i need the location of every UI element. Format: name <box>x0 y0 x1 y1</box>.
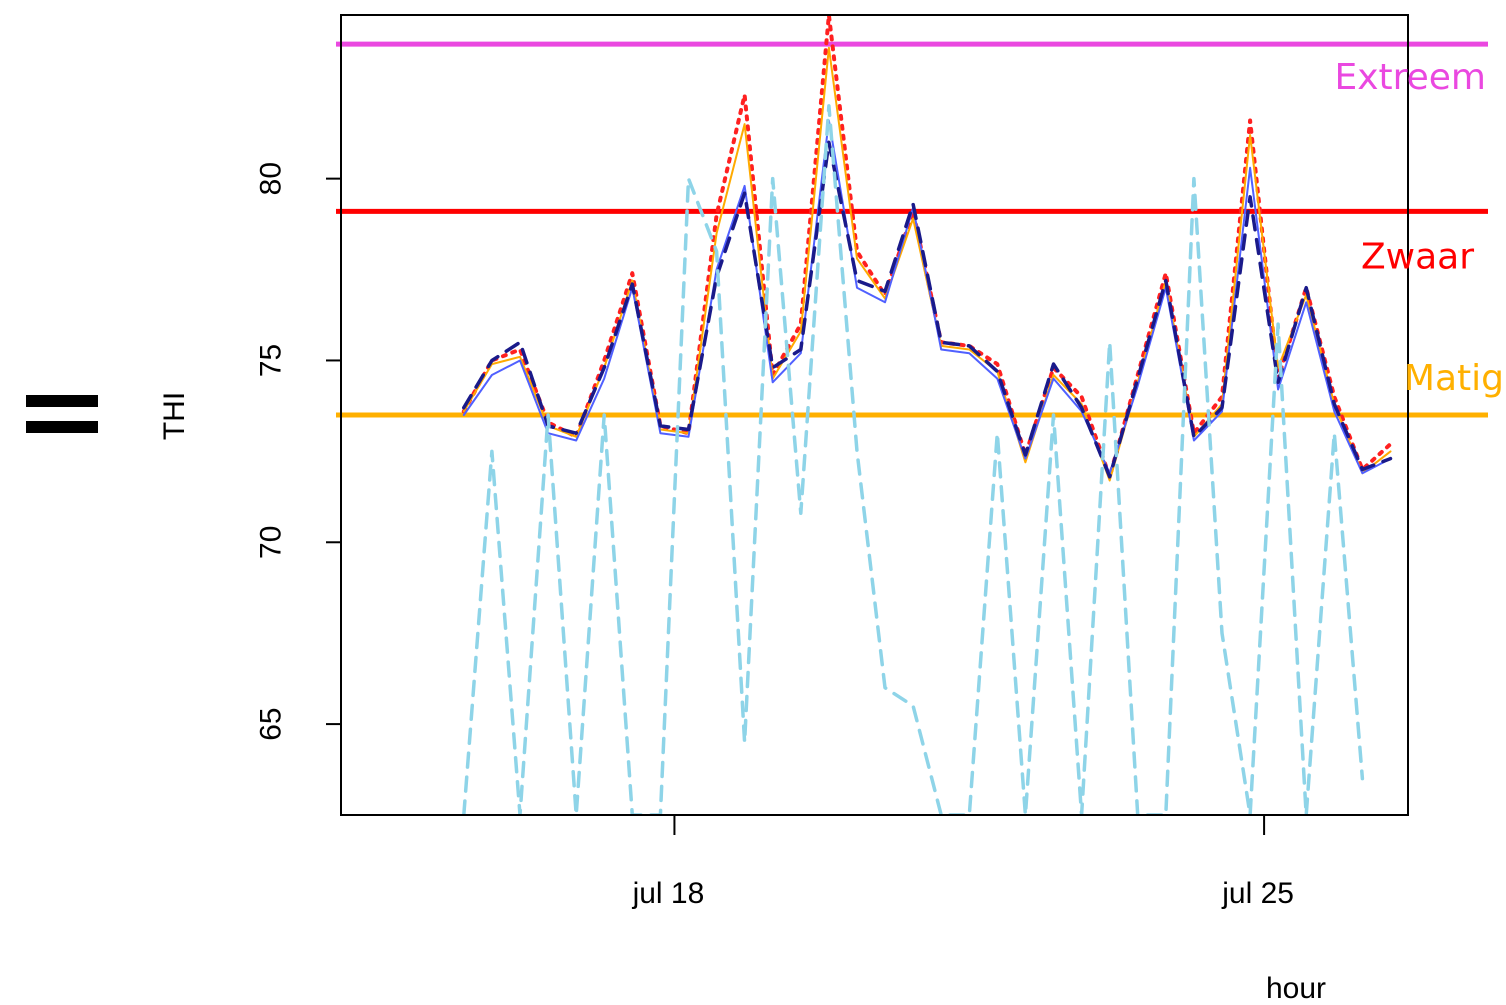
x-tick-label-1: jul 18 <box>632 877 705 910</box>
series-line-5 <box>462 104 1365 815</box>
x-axis-title: hour <box>1266 972 1326 1005</box>
threshold-label-zwaar: Zwaar <box>1361 236 1474 277</box>
y-axis-title: THI <box>158 392 191 440</box>
series-line-4 <box>462 140 1393 479</box>
y-tick-label-75: 75 <box>255 344 288 377</box>
y-tick-label-65: 65 <box>255 707 288 740</box>
series-lines <box>461 15 1393 815</box>
x-tick-label-2: jul 25 <box>1221 877 1294 910</box>
threshold-label-extreem: Extreem <box>1334 57 1486 98</box>
equals-sign <box>26 395 98 435</box>
y-tick-label-70: 70 <box>255 526 288 559</box>
plot-frame <box>340 14 1409 816</box>
threshold-label-matig: Matig <box>1404 358 1504 399</box>
axes: 65 70 75 80 jul 18 jul 25 <box>255 162 1294 910</box>
y-tick-label-80: 80 <box>255 162 288 195</box>
threshold-labels: Extreem Zwaar Matig <box>1334 57 1504 399</box>
series-line-1 <box>461 15 1393 479</box>
